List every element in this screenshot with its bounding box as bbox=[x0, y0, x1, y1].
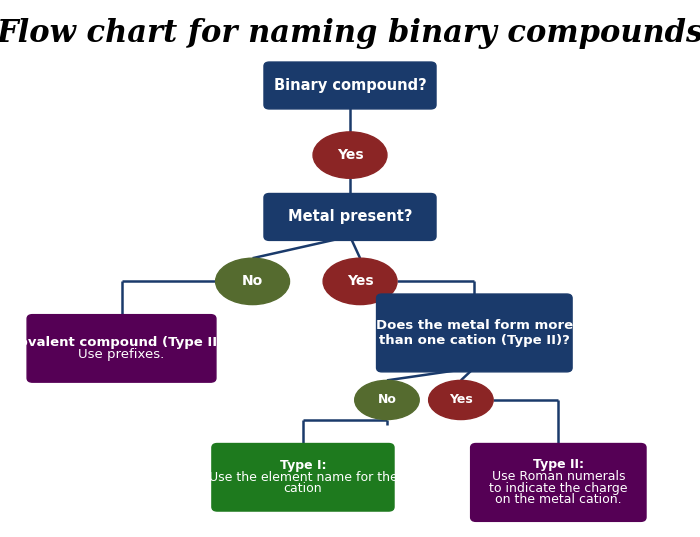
Ellipse shape bbox=[216, 258, 290, 304]
Text: Metal present?: Metal present? bbox=[288, 209, 412, 224]
Text: Yes: Yes bbox=[346, 274, 373, 288]
Text: Type II:: Type II: bbox=[533, 459, 584, 471]
Text: on the metal cation.: on the metal cation. bbox=[495, 494, 622, 506]
Ellipse shape bbox=[313, 132, 387, 178]
FancyBboxPatch shape bbox=[470, 444, 646, 521]
Text: Use the element name for the: Use the element name for the bbox=[209, 471, 398, 484]
Ellipse shape bbox=[428, 380, 493, 419]
Text: Type I:: Type I: bbox=[280, 459, 326, 472]
Text: Yes: Yes bbox=[337, 148, 363, 162]
FancyBboxPatch shape bbox=[212, 444, 394, 511]
Text: cation: cation bbox=[284, 482, 322, 496]
Text: Flow chart for naming binary compounds: Flow chart for naming binary compounds bbox=[0, 18, 700, 49]
Text: Yes: Yes bbox=[449, 394, 472, 407]
Text: No: No bbox=[377, 394, 396, 407]
Text: Does the metal form more
than one cation (Type II)?: Does the metal form more than one cation… bbox=[376, 319, 573, 347]
Text: Binary compound?: Binary compound? bbox=[274, 78, 426, 93]
Text: Covalent compound (Type III):: Covalent compound (Type III): bbox=[9, 336, 234, 349]
Text: Use Roman numerals: Use Roman numerals bbox=[491, 470, 625, 483]
Ellipse shape bbox=[323, 258, 397, 304]
FancyBboxPatch shape bbox=[27, 315, 216, 382]
Text: to indicate the charge: to indicate the charge bbox=[489, 482, 628, 495]
Text: No: No bbox=[242, 274, 263, 288]
Text: Use prefixes.: Use prefixes. bbox=[78, 348, 164, 361]
FancyBboxPatch shape bbox=[264, 193, 436, 241]
Ellipse shape bbox=[355, 380, 419, 419]
FancyBboxPatch shape bbox=[264, 62, 436, 109]
FancyBboxPatch shape bbox=[377, 294, 572, 372]
